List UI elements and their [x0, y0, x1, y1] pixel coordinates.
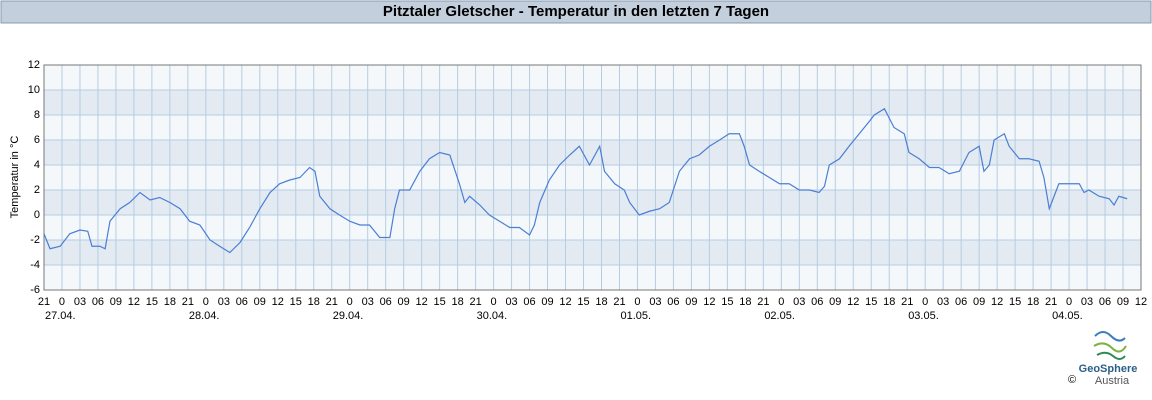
x-tick-label: 09 — [829, 296, 841, 308]
y-tick-label: 0 — [34, 209, 40, 221]
y-tick-label: -2 — [30, 234, 40, 246]
date-label: 03.05. — [908, 310, 939, 322]
x-tick-label: 06 — [236, 296, 248, 308]
x-tick-label: 03 — [1081, 296, 1093, 308]
x-tick-label: 0 — [922, 296, 928, 308]
y-tick-label: 12 — [28, 59, 40, 71]
x-tick-label: 03 — [793, 296, 805, 308]
grid-band — [44, 140, 1141, 165]
y-tick-label: 2 — [34, 184, 40, 196]
x-tick-label: 12 — [559, 296, 571, 308]
x-tick-label: 12 — [703, 296, 715, 308]
x-tick-label: 03 — [218, 296, 230, 308]
x-tick-label: 18 — [1027, 296, 1039, 308]
y-tick-label: -4 — [30, 259, 40, 271]
x-tick-label: 15 — [577, 296, 589, 308]
x-tick-label: 06 — [380, 296, 392, 308]
x-tick-label: 09 — [110, 296, 122, 308]
x-tick-label: 15 — [146, 296, 158, 308]
x-tick-label: 09 — [254, 296, 266, 308]
x-tick-label: 18 — [164, 296, 176, 308]
x-tick-label: 15 — [865, 296, 877, 308]
x-tick-label: 18 — [739, 296, 751, 308]
plot-frame — [43, 64, 1142, 291]
x-tick-label: 09 — [685, 296, 697, 308]
temperature-line — [43, 107, 1128, 254]
logo-name: GeoSphere — [1079, 363, 1138, 375]
x-tick-label: 03 — [74, 296, 86, 308]
x-tick-label: 18 — [451, 296, 463, 308]
grid-band — [44, 90, 1141, 115]
x-tick-label: 12 — [128, 296, 140, 308]
x-tick-label: 06 — [955, 296, 967, 308]
y-axis-label: Temperatur in °C — [9, 136, 21, 219]
x-tick-label: 09 — [973, 296, 985, 308]
x-tick-label: 21 — [469, 296, 481, 308]
y-tick-label: 10 — [28, 84, 40, 96]
chart-title: Pitztaler Gletscher - Temperatur in den … — [383, 3, 769, 20]
grid-band — [44, 240, 1141, 265]
logo-icon — [1093, 331, 1127, 360]
x-tick-label: 06 — [92, 296, 104, 308]
x-tick-label: 09 — [541, 296, 553, 308]
x-tick-label: 21 — [901, 296, 913, 308]
x-tick-label: 21 — [757, 296, 769, 308]
x-tick-label: 21 — [182, 296, 194, 308]
x-tick-label: 21 — [613, 296, 625, 308]
x-tick-label: 03 — [649, 296, 661, 308]
x-tick-label: 0 — [203, 296, 209, 308]
y-tick-label: 8 — [34, 109, 40, 121]
x-tick-label: 15 — [434, 296, 446, 308]
x-tick-label: 18 — [308, 296, 320, 308]
x-tick-label: 15 — [290, 296, 302, 308]
x-tick-label: 18 — [883, 296, 895, 308]
x-tick-label: 0 — [491, 296, 497, 308]
x-tick-label: 03 — [937, 296, 949, 308]
x-tick-label: 12 — [847, 296, 859, 308]
x-tick-label: 12 — [416, 296, 428, 308]
x-tick-label: 0 — [634, 296, 640, 308]
date-label: 04.05. — [1052, 310, 1083, 322]
x-tick-label: 09 — [398, 296, 410, 308]
date-label: 30.04. — [477, 310, 508, 322]
date-label: 02.05. — [764, 310, 795, 322]
date-label: 27.04. — [45, 310, 76, 322]
x-tick-label: 0 — [1066, 296, 1072, 308]
x-tick-label: 15 — [721, 296, 733, 308]
x-tick-label: 21 — [38, 296, 50, 308]
date-label: 28.04. — [189, 310, 220, 322]
date-label: 29.04. — [333, 310, 364, 322]
date-label: 01.05. — [620, 310, 651, 322]
x-tick-label: 12 — [1135, 296, 1147, 308]
x-tick-label: 21 — [326, 296, 338, 308]
x-tick-label: 03 — [362, 296, 374, 308]
x-tick-label: 0 — [59, 296, 65, 308]
title-bar — [0, 0, 1152, 24]
x-tick-label: 12 — [991, 296, 1003, 308]
x-tick-label: 06 — [1099, 296, 1111, 308]
copyright: © — [1068, 374, 1076, 386]
x-tick-label: 12 — [272, 296, 284, 308]
grid-band — [44, 190, 1141, 215]
x-tick-label: 03 — [505, 296, 517, 308]
x-tick-label: 06 — [667, 296, 679, 308]
x-tick-label: 06 — [523, 296, 535, 308]
x-tick-label: 0 — [778, 296, 784, 308]
logo-sub: Austria — [1095, 375, 1130, 387]
y-tick-label: -6 — [30, 284, 40, 296]
x-tick-label: 18 — [595, 296, 607, 308]
x-tick-label: 15 — [1009, 296, 1021, 308]
y-tick-label: 4 — [34, 159, 40, 171]
x-tick-label: 0 — [347, 296, 353, 308]
x-tick-label: 21 — [1045, 296, 1057, 308]
x-tick-label: 09 — [1117, 296, 1129, 308]
x-tick-label: 06 — [811, 296, 823, 308]
y-tick-label: 6 — [34, 134, 40, 146]
